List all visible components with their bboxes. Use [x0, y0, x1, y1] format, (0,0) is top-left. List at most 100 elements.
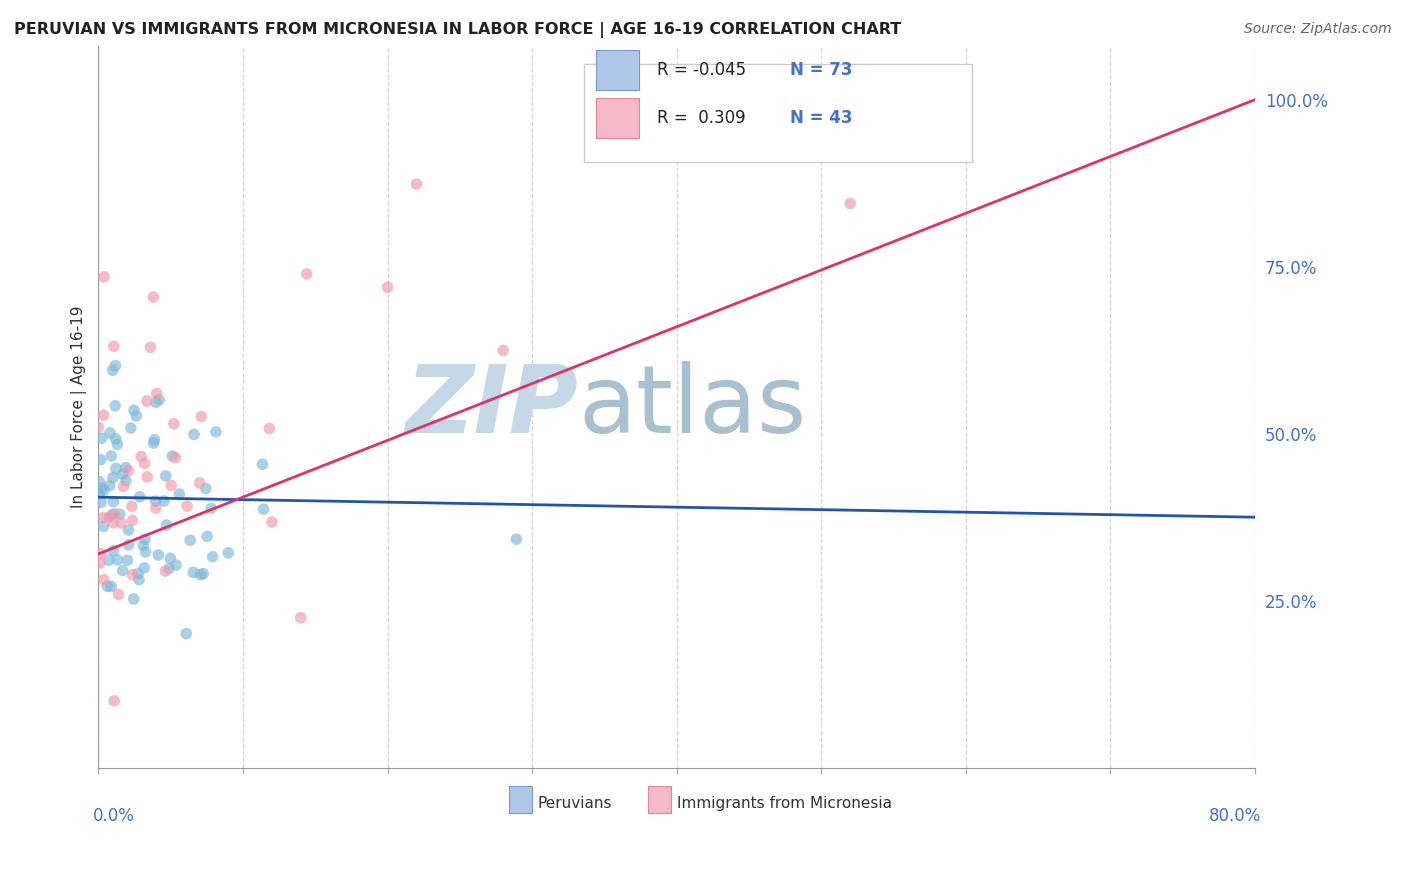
- Point: [90, 547, 112, 561]
- Point: [148, 392, 170, 407]
- Text: N = 73: N = 73: [790, 61, 852, 79]
- Text: Source: ZipAtlas.com: Source: ZipAtlas.com: [1244, 22, 1392, 37]
- Point: [104, 399, 127, 413]
- Point: [839, 196, 862, 211]
- Point: [290, 611, 312, 625]
- Point: [183, 427, 205, 442]
- Point: [111, 564, 134, 578]
- Point: [107, 587, 129, 601]
- Point: [104, 461, 127, 475]
- Point: [505, 533, 527, 547]
- Point: [98, 510, 121, 524]
- Point: [148, 548, 170, 562]
- Point: [143, 433, 166, 447]
- Point: [128, 573, 150, 587]
- FancyBboxPatch shape: [648, 786, 671, 814]
- Point: [193, 566, 215, 581]
- Point: [135, 545, 157, 559]
- Point: [90, 452, 112, 467]
- Point: [114, 460, 136, 475]
- Text: Peruvians: Peruvians: [538, 797, 613, 812]
- Point: [153, 494, 176, 508]
- Point: [377, 280, 399, 294]
- Point: [165, 450, 187, 465]
- Point: [108, 507, 131, 521]
- Text: ZIP: ZIP: [405, 361, 578, 453]
- Point: [145, 501, 167, 516]
- Point: [117, 553, 139, 567]
- Text: R = -0.045: R = -0.045: [657, 61, 747, 79]
- Point: [127, 566, 149, 581]
- Point: [492, 343, 515, 358]
- Text: PERUVIAN VS IMMIGRANTS FROM MICRONESIA IN LABOR FORCE | AGE 16-19 CORRELATION CH: PERUVIAN VS IMMIGRANTS FROM MICRONESIA I…: [14, 22, 901, 38]
- Point: [129, 450, 152, 464]
- Point: [200, 501, 222, 516]
- Point: [93, 408, 115, 422]
- Point: [103, 516, 125, 530]
- Point: [139, 340, 162, 354]
- Point: [183, 566, 205, 580]
- Point: [155, 564, 177, 578]
- Text: 80.0%: 80.0%: [1208, 807, 1261, 825]
- Point: [163, 417, 186, 431]
- Point: [132, 538, 155, 552]
- Point: [179, 533, 201, 548]
- Text: R =  0.309: R = 0.309: [657, 110, 745, 128]
- Point: [157, 561, 180, 575]
- Point: [98, 425, 121, 440]
- Text: Immigrants from Micronesia: Immigrants from Micronesia: [676, 797, 891, 812]
- Text: atlas: atlas: [578, 361, 807, 453]
- Point: [405, 177, 427, 191]
- Point: [93, 483, 115, 497]
- Point: [101, 363, 124, 377]
- Point: [134, 561, 156, 575]
- Point: [162, 449, 184, 463]
- Point: [111, 467, 134, 481]
- Point: [145, 395, 167, 409]
- Point: [98, 478, 121, 492]
- Point: [91, 510, 114, 524]
- Point: [160, 478, 183, 492]
- Point: [87, 420, 110, 434]
- Point: [104, 507, 127, 521]
- Point: [90, 481, 112, 495]
- Point: [165, 558, 187, 572]
- Point: [93, 269, 115, 284]
- Point: [103, 543, 125, 558]
- Point: [134, 457, 156, 471]
- Point: [89, 475, 111, 489]
- Point: [105, 437, 128, 451]
- Point: [121, 567, 143, 582]
- Point: [194, 482, 217, 496]
- Y-axis label: In Labor Force | Age 16-19: In Labor Force | Age 16-19: [72, 306, 87, 508]
- Point: [105, 553, 128, 567]
- Point: [89, 487, 111, 501]
- Point: [103, 339, 125, 353]
- Point: [117, 463, 139, 477]
- Point: [142, 436, 165, 450]
- FancyBboxPatch shape: [509, 786, 531, 814]
- Point: [142, 290, 165, 304]
- Point: [93, 519, 115, 533]
- Point: [115, 474, 138, 488]
- Point: [205, 425, 228, 439]
- Point: [90, 431, 112, 445]
- Point: [121, 500, 143, 514]
- Point: [190, 567, 212, 582]
- Text: 0.0%: 0.0%: [93, 807, 135, 825]
- Point: [252, 458, 274, 472]
- Point: [136, 394, 159, 409]
- Point: [176, 626, 198, 640]
- Point: [112, 479, 135, 493]
- Point: [104, 432, 127, 446]
- Point: [169, 487, 191, 501]
- Point: [101, 508, 124, 522]
- Point: [201, 549, 224, 564]
- Point: [155, 469, 177, 483]
- Text: N = 43: N = 43: [790, 110, 852, 128]
- Point: [122, 403, 145, 417]
- Point: [159, 551, 181, 566]
- Point: [117, 523, 139, 537]
- Point: [96, 579, 118, 593]
- Point: [136, 470, 159, 484]
